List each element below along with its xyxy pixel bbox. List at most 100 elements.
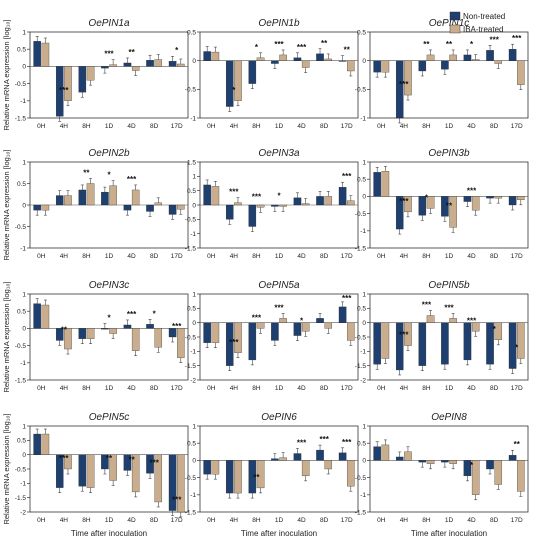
y-tick-label: 0	[192, 202, 196, 209]
significance-mark: *	[153, 309, 157, 318]
x-tick-label: 0H	[37, 123, 46, 130]
bar-non-treated	[395, 456, 404, 461]
x-tick-label: 8D	[490, 385, 499, 392]
significance-mark: **	[106, 454, 113, 463]
x-tick-label: 17D	[341, 123, 353, 130]
bar-iba-treated	[177, 328, 185, 358]
significance-mark: *	[107, 171, 111, 180]
y-tick-label: -1	[190, 231, 196, 238]
bar-iba-treated	[517, 60, 525, 85]
bar-non-treated	[418, 460, 427, 463]
bar-non-treated	[101, 66, 109, 69]
y-tick-label: -1	[190, 115, 196, 122]
bar-non-treated	[101, 191, 109, 206]
significance-mark: **	[344, 46, 351, 55]
significance-mark: ***	[149, 458, 159, 467]
bar-iba-treated	[256, 460, 265, 489]
x-tick-label: 1D	[275, 385, 284, 392]
bar-iba-treated	[177, 204, 185, 210]
bar-iba-treated	[154, 202, 163, 206]
y-tick-label: 0.5	[357, 29, 366, 36]
significance-mark: *	[425, 193, 429, 202]
x-tick-label: 8D	[150, 123, 159, 130]
bar-non-treated	[441, 322, 449, 365]
x-tick-label: 1D	[275, 517, 284, 524]
legend: Non-treated IBA-treated	[449, 11, 505, 34]
y-tick-label: 1	[362, 423, 366, 430]
bar-non-treated	[395, 196, 404, 230]
bar-iba-treated	[347, 322, 355, 341]
x-tick-label: 8H	[252, 385, 261, 392]
y-tick-label: -0.5	[355, 211, 367, 218]
bar-iba-treated	[347, 460, 355, 487]
x-tick-label: 8H	[252, 253, 261, 260]
bar-non-treated	[225, 204, 234, 220]
x-tick-label: 17D	[171, 385, 183, 392]
bar-iba-treated	[301, 460, 310, 477]
significance-mark: ***	[297, 439, 307, 448]
chart-panel: OePIN1a -1.5 -1 -0.5 0 0.5 1 0H *** 4H 8H *** 1D ** 4D…	[2, 18, 189, 131]
bar-iba-treated	[517, 322, 525, 359]
significance-mark: **	[128, 48, 135, 57]
y-tick-label: 0.5	[357, 177, 366, 184]
bar-non-treated	[248, 322, 257, 361]
x-tick-label: 17D	[511, 123, 523, 130]
bar-non-treated	[316, 53, 324, 61]
significance-mark: ***	[489, 35, 499, 44]
x-tick-label: 17D	[171, 517, 183, 524]
bar-iba-treated	[381, 322, 390, 359]
significance-mark: ***	[127, 310, 137, 319]
bar-non-treated	[123, 204, 132, 211]
bar-non-treated	[271, 322, 279, 341]
legend-label-iba-treated: IBA-treated	[463, 25, 503, 34]
bar-iba-treated	[404, 60, 412, 96]
y-tick-label: -1.5	[15, 115, 27, 122]
x-tick-label: 4H	[60, 517, 69, 524]
bar-iba-treated	[324, 58, 333, 61]
chart-title: OePIN5c	[89, 412, 130, 423]
x-tick-label: 1D	[445, 385, 454, 392]
x-tick-label: 0H	[377, 253, 386, 260]
y-axis-label: Relative mRNA expression [log₁₀]	[2, 149, 11, 260]
x-tick-label: 4D	[127, 253, 136, 260]
significance-mark: *	[493, 325, 497, 334]
bar-iba-treated	[211, 186, 220, 206]
x-tick-label: 4H	[230, 253, 239, 260]
bar-iba-treated	[131, 189, 140, 206]
bar-iba-treated	[404, 451, 412, 461]
bar-non-treated	[316, 449, 324, 461]
significance-mark: **	[61, 325, 68, 334]
bar-iba-treated	[404, 196, 412, 213]
y-tick-label: -0.5	[185, 87, 197, 94]
significance-mark: ***	[399, 80, 409, 89]
bar-iba-treated	[234, 60, 242, 101]
y-tick-label: 1.5	[187, 159, 196, 166]
x-tick-label: 8D	[490, 517, 499, 524]
bar-non-treated	[293, 453, 302, 461]
bar-iba-treated	[256, 204, 265, 208]
bar-non-treated	[293, 197, 302, 206]
significance-mark: ***	[342, 294, 352, 303]
bar-non-treated	[271, 458, 279, 461]
x-tick-label: 4D	[297, 385, 306, 392]
bar-non-treated	[78, 328, 87, 339]
bar-non-treated	[316, 196, 324, 206]
bar-iba-treated	[324, 322, 333, 329]
bar-iba-treated	[426, 460, 435, 464]
x-tick-label: 17D	[511, 253, 523, 260]
bar-non-treated	[271, 60, 279, 64]
bar-iba-treated	[517, 460, 525, 492]
bar-iba-treated	[86, 183, 95, 206]
x-tick-label: 8D	[320, 385, 329, 392]
y-tick-label: -1	[20, 360, 26, 367]
bar-non-treated	[168, 454, 177, 511]
x-tick-label: 8D	[490, 253, 499, 260]
y-tick-label: 0.5	[187, 29, 196, 36]
x-tick-label: 17D	[511, 385, 523, 392]
x-tick-label: 8H	[82, 123, 91, 130]
bar-iba-treated	[449, 318, 457, 323]
bar-iba-treated	[426, 54, 435, 61]
x-tick-label: 8D	[320, 253, 329, 260]
chart-title: OePIN1a	[88, 18, 130, 29]
y-tick-label: -0.5	[15, 343, 27, 350]
